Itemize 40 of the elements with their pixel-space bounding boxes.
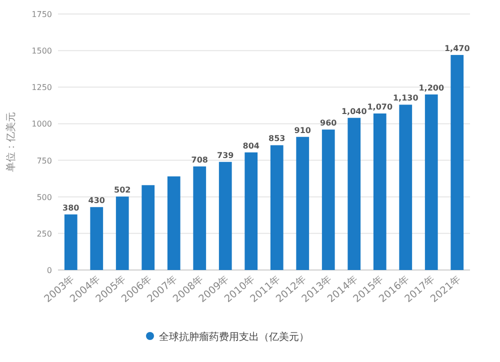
legend-label: 全球抗肿瘤药费用支出（亿美元） <box>159 331 309 343</box>
y-tick-label: 750 <box>36 156 52 166</box>
y-tick-label: 1500 <box>32 46 52 56</box>
bar <box>373 113 386 270</box>
bar <box>116 196 129 270</box>
data-label: 960 <box>320 118 338 128</box>
y-tick-label: 250 <box>36 229 52 238</box>
data-label: 708 <box>191 155 208 164</box>
bar <box>142 185 155 270</box>
y-tick-label: 1000 <box>32 120 52 129</box>
y-tick-label: 1750 <box>32 10 52 19</box>
bar <box>218 162 232 270</box>
bar <box>64 214 78 270</box>
y-tick-label: 0 <box>46 266 52 275</box>
data-label: 1,470 <box>444 44 470 53</box>
bar <box>244 152 258 270</box>
bar <box>270 145 284 270</box>
data-label: 1,070 <box>367 102 393 112</box>
data-label: 804 <box>242 141 260 150</box>
bar <box>167 176 180 270</box>
data-label: 1,040 <box>341 106 368 116</box>
bar <box>193 166 206 270</box>
data-label: 853 <box>268 134 286 144</box>
data-label: 739 <box>217 150 234 160</box>
bar <box>90 207 104 270</box>
bar <box>399 104 412 270</box>
bar <box>348 118 361 270</box>
data-label: 380 <box>62 203 80 212</box>
bar <box>296 136 310 270</box>
data-label: 910 <box>294 126 312 135</box>
data-label: 1,130 <box>392 94 419 103</box>
bar <box>322 130 335 270</box>
y-axis-title: 单位：亿美元 <box>5 112 17 172</box>
data-label: 430 <box>88 196 106 206</box>
data-label: 502 <box>114 186 131 195</box>
bar <box>424 94 438 270</box>
y-tick-label: 1250 <box>32 83 52 92</box>
data-label: 1,200 <box>418 83 444 92</box>
y-tick-label: 500 <box>36 192 52 202</box>
bar <box>450 54 464 270</box>
